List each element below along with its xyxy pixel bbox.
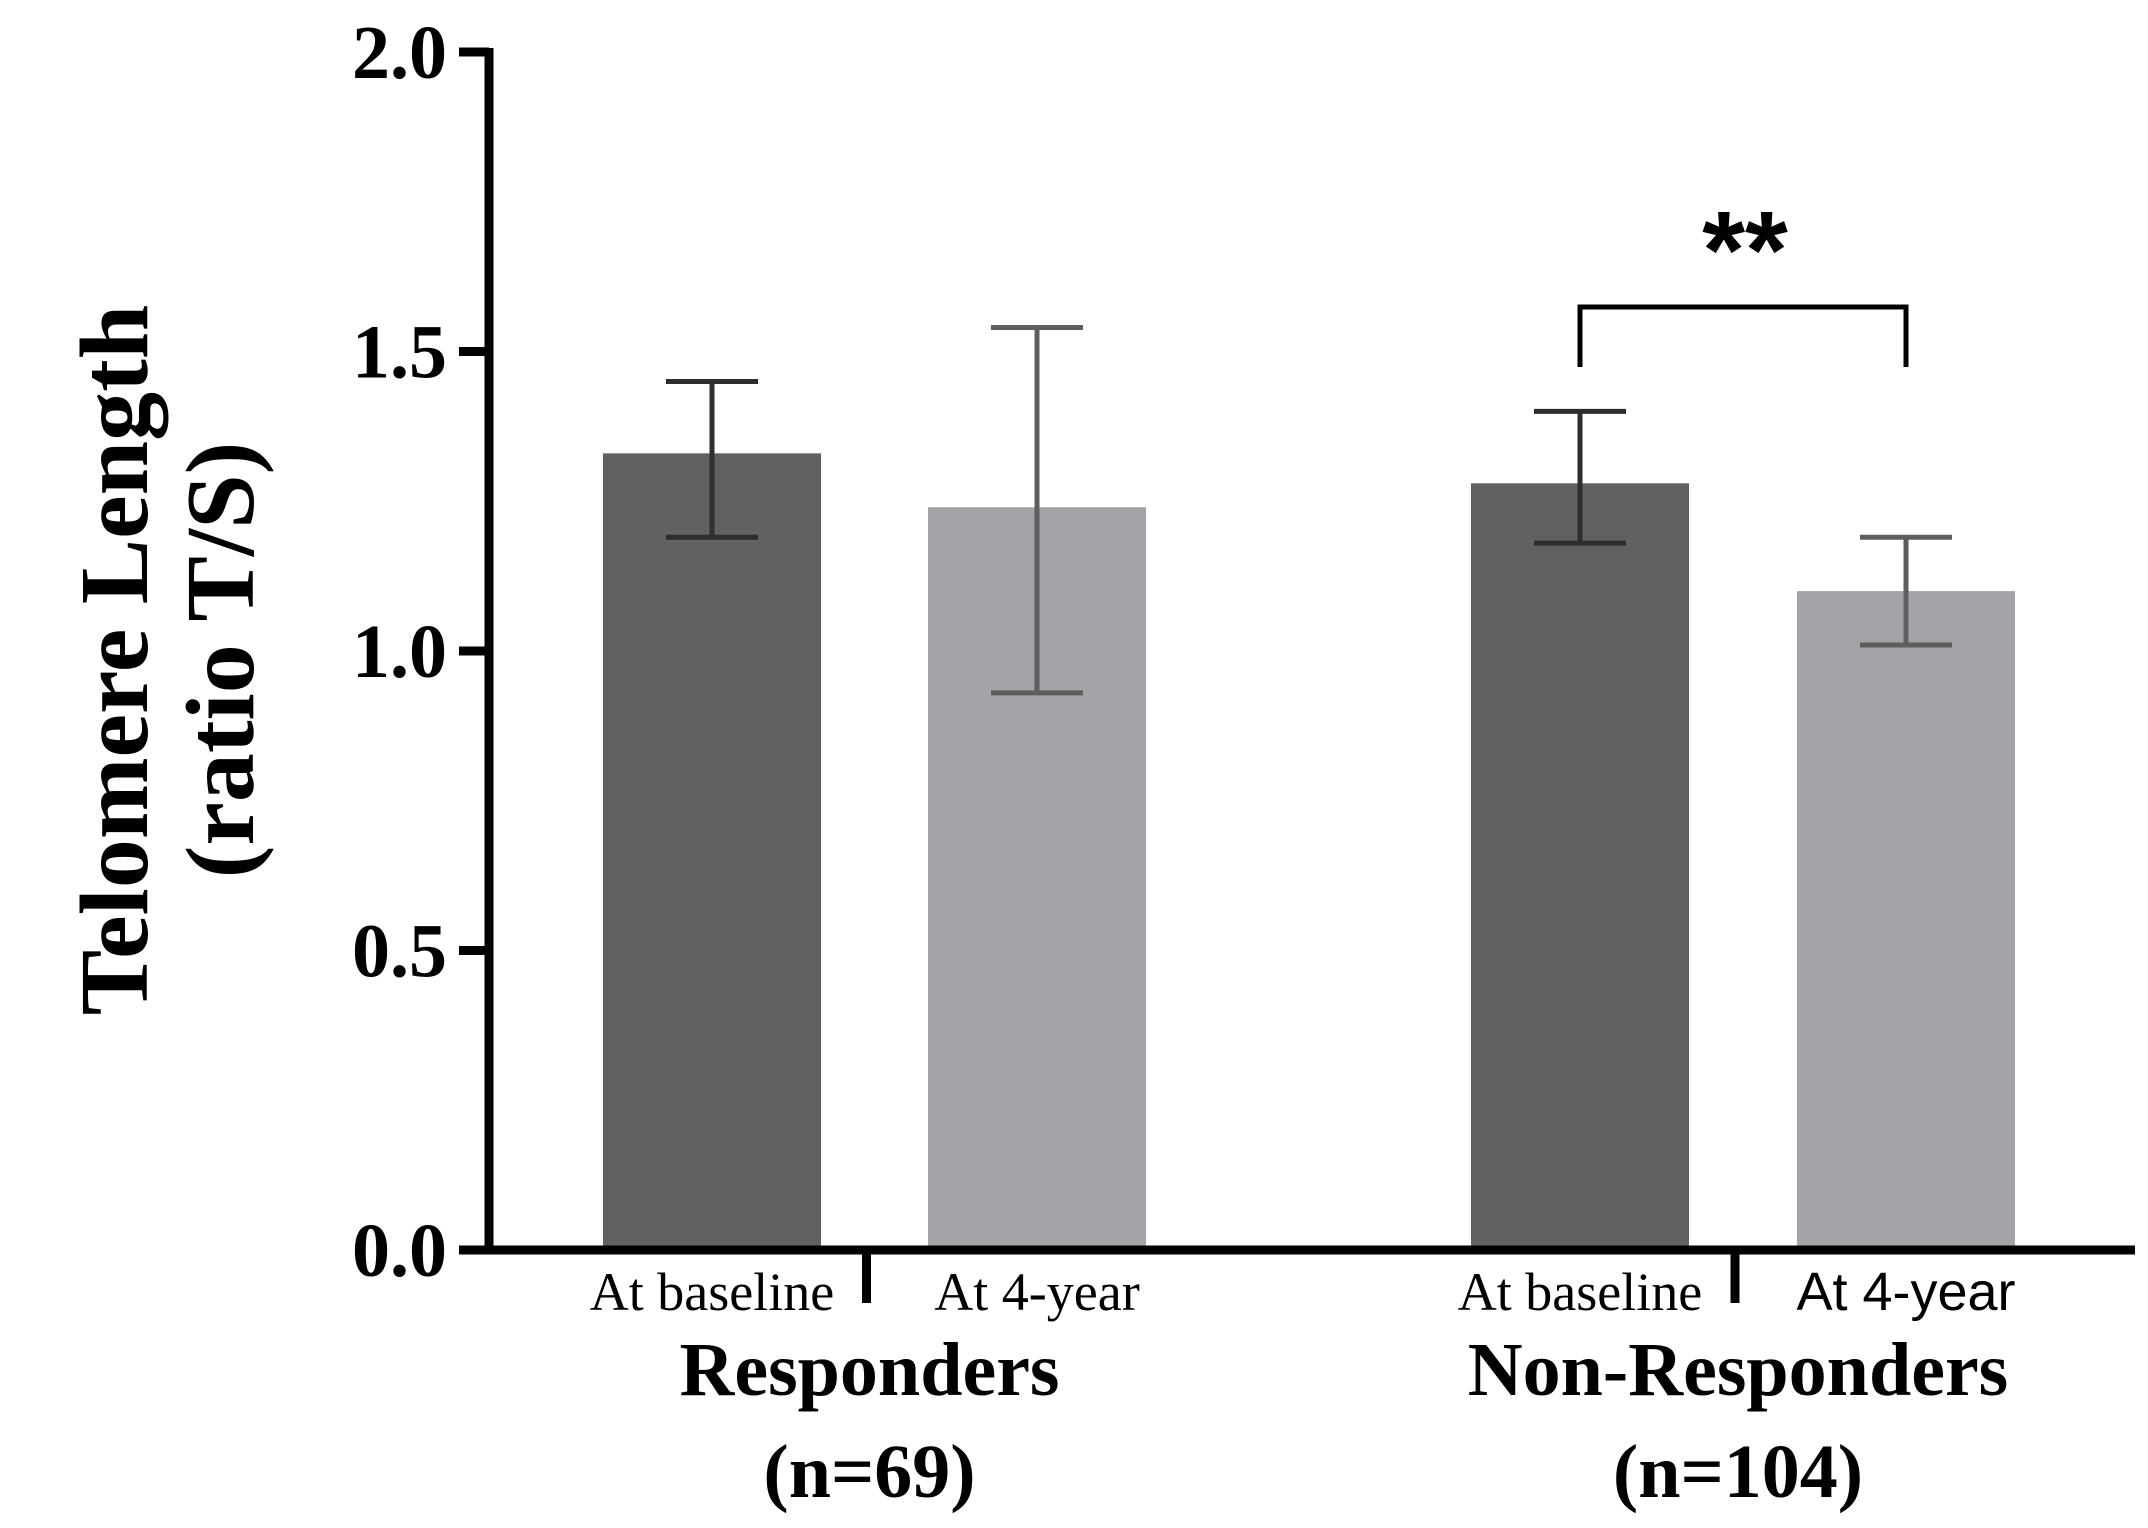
bar-1-0 [1471, 483, 1689, 1250]
y-tick-label-2: 1.0 [352, 610, 447, 694]
significance-marker-0: ** [1702, 189, 1788, 312]
group-n-label-0: (n=69) [763, 1430, 975, 1514]
bar-label-1-0: At baseline [1458, 1262, 1702, 1322]
bar-label-0-1: At 4-year [934, 1262, 1139, 1322]
group-label-0: Responders [679, 1328, 1059, 1412]
y-axis-label-group: Telomere Length (ratio T/S) [61, 305, 275, 1015]
group-label-1: Non-Responders [1468, 1328, 2009, 1412]
group-n-label-1: (n=104) [1613, 1430, 1863, 1514]
y-axis-label-line2: (ratio T/S) [167, 442, 275, 878]
significance-bracket-0 [1577, 304, 1909, 367]
bar-label-0-0: At baseline [590, 1262, 834, 1322]
y-tick-label-0: 0.0 [352, 1209, 447, 1293]
bar-label-1-1: At 4-year [1796, 1262, 2015, 1322]
bar-1-1 [1797, 591, 2015, 1250]
y-tick-label-3: 1.5 [352, 311, 447, 395]
y-tick-label-4: 2.0 [352, 11, 447, 95]
bar-0-0 [603, 453, 821, 1251]
y-tick-label-1: 0.5 [352, 910, 447, 994]
y-axis-label-line1: Telomere Length [61, 305, 169, 1015]
